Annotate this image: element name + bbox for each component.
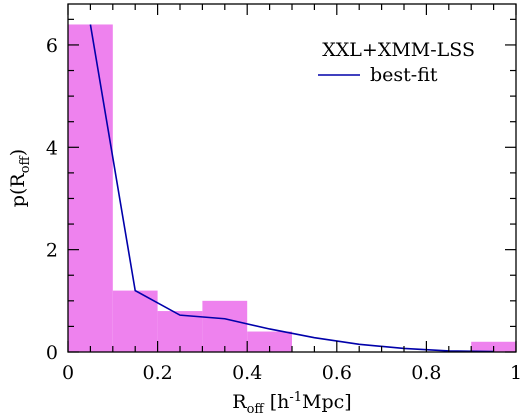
y-tick-label: 2: [46, 240, 58, 262]
legend: XXL+XMM-LSS best-fit: [318, 39, 475, 86]
legend-entry-histogram: XXL+XMM-LSS: [322, 39, 475, 61]
histogram-bar: [157, 311, 203, 352]
axis-ticks: [67, 4, 517, 353]
y-tick-label: 0: [46, 342, 58, 364]
x-tick-label: 0.2: [142, 362, 172, 384]
y-tick-label: 6: [46, 35, 58, 57]
legend-entry-best-fit: best-fit: [370, 64, 438, 86]
histogram-bar: [68, 24, 113, 353]
x-tick-label: 0.8: [411, 362, 441, 384]
histogram-bars: [68, 24, 516, 353]
histogram-bar: [247, 331, 292, 352]
x-tick-label: 0: [62, 362, 74, 384]
x-tick-label: 0.6: [322, 362, 352, 384]
histogram-bar: [112, 290, 158, 352]
y-tick-label: 4: [46, 137, 58, 159]
x-tick-label: 0.4: [232, 362, 262, 384]
x-tick-label: 1: [510, 362, 520, 384]
tick-labels: 0 0.2 0.4 0.6 0.8 1 0 2 4 6: [46, 35, 520, 384]
histogram-bar: [202, 300, 248, 352]
y-axis-label: p(Roff): [7, 149, 33, 207]
x-axis-label: Roff [h-1Mpc]: [232, 390, 351, 415]
